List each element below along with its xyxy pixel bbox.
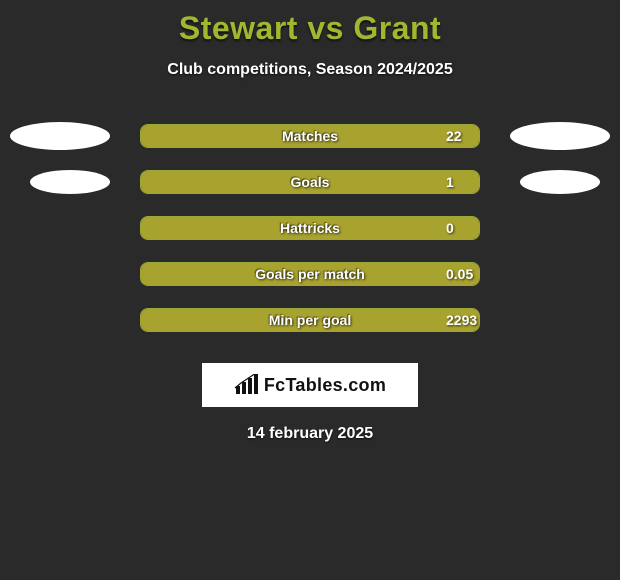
stat-bar: Min per goal xyxy=(140,308,480,332)
stat-row: Min per goal 2293 xyxy=(0,297,620,343)
stat-row: Goals 1 xyxy=(0,159,620,205)
stat-bar: Matches xyxy=(140,124,480,148)
comparison-chart: Matches 22 Goals 1 Hattricks 0 Goals per… xyxy=(0,113,620,343)
player-right-placeholder xyxy=(510,122,610,150)
stat-row: Goals per match 0.05 xyxy=(0,251,620,297)
stat-right-value: 1 xyxy=(446,174,496,190)
stat-right-value: 0 xyxy=(446,220,496,236)
stat-label: Matches xyxy=(282,128,338,144)
stat-right-value: 0.05 xyxy=(446,266,496,282)
bar-chart-icon xyxy=(234,374,260,396)
stat-label: Goals xyxy=(291,174,330,190)
stat-label: Min per goal xyxy=(269,312,351,328)
player-right-placeholder xyxy=(520,170,600,194)
player-left-placeholder xyxy=(30,170,110,194)
brand-badge: FcTables.com xyxy=(202,363,418,407)
stat-row: Hattricks 0 xyxy=(0,205,620,251)
page-subtitle: Club competitions, Season 2024/2025 xyxy=(0,61,620,79)
stat-bar: Goals per match xyxy=(140,262,480,286)
stat-label: Goals per match xyxy=(255,266,365,282)
stat-right-value: 22 xyxy=(446,128,496,144)
page-title: Stewart vs Grant xyxy=(0,0,620,47)
stat-bar: Goals xyxy=(140,170,480,194)
stat-label: Hattricks xyxy=(280,220,340,236)
player-left-placeholder xyxy=(10,122,110,150)
footer-date: 14 february 2025 xyxy=(0,425,620,443)
stat-row: Matches 22 xyxy=(0,113,620,159)
stat-right-value: 2293 xyxy=(446,312,496,328)
stat-bar: Hattricks xyxy=(140,216,480,240)
brand-text: FcTables.com xyxy=(264,375,386,396)
